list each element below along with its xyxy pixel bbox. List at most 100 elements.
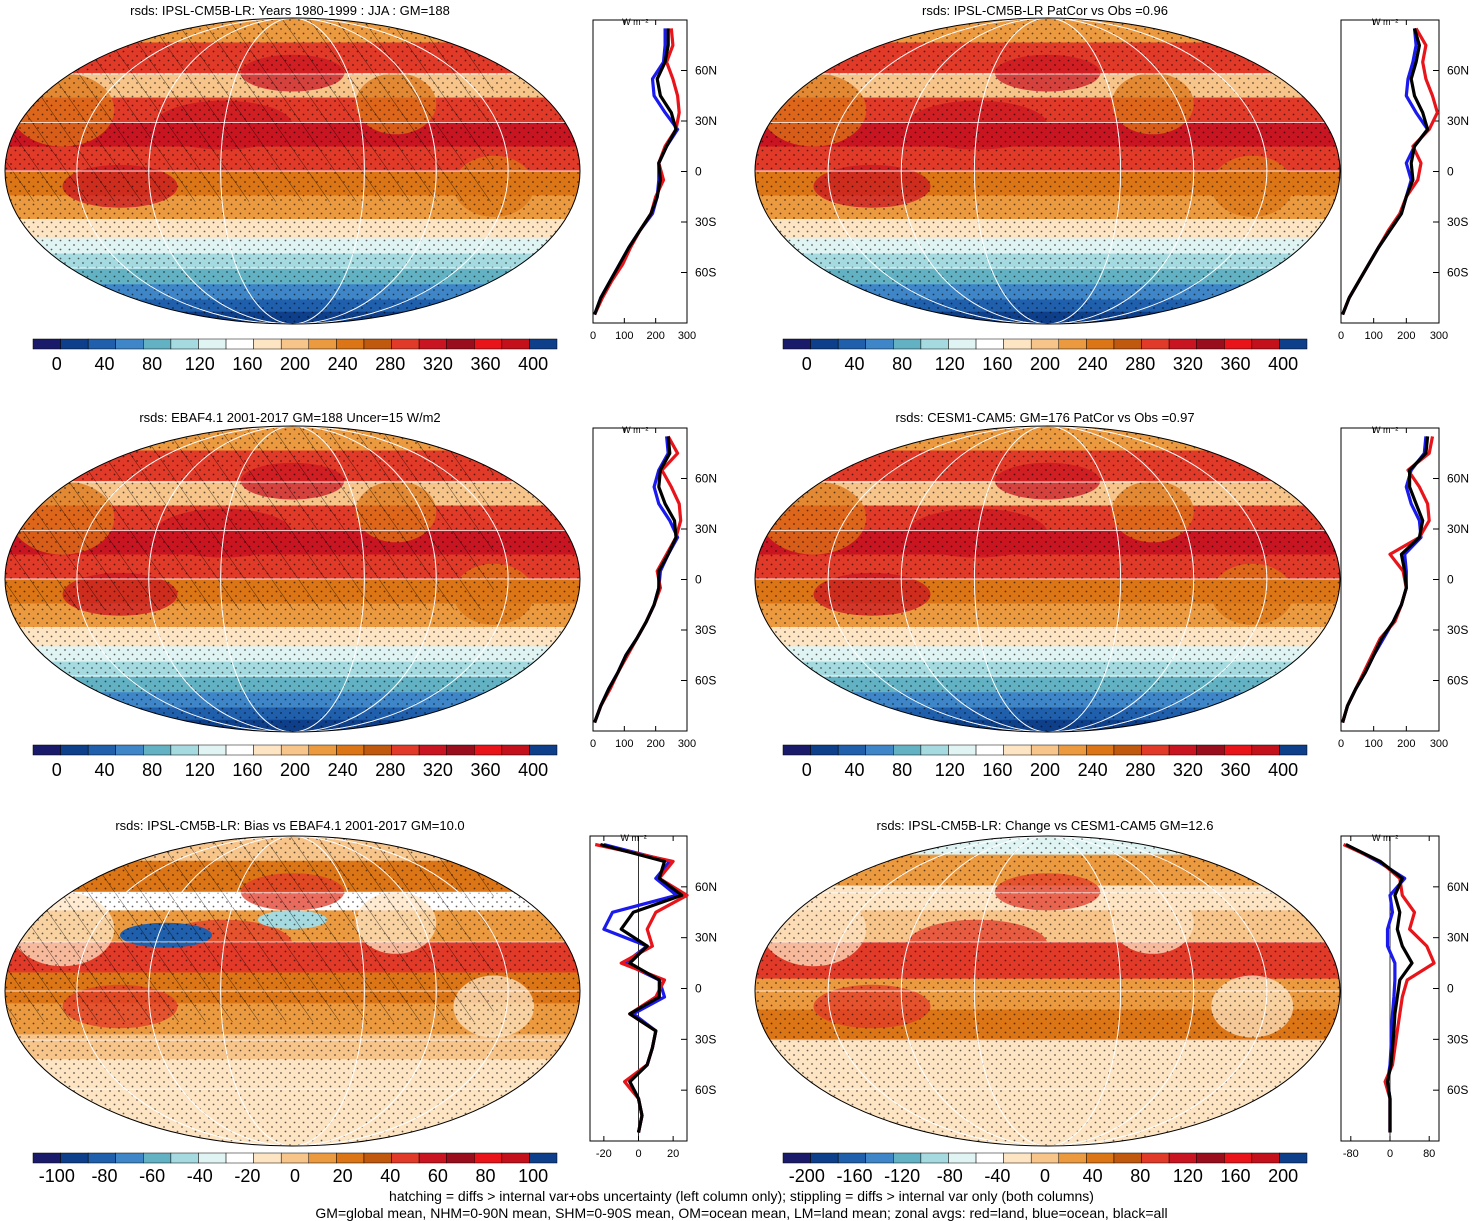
colorbar-swatch bbox=[1279, 1152, 1308, 1164]
colorbar-swatch bbox=[501, 1152, 530, 1164]
colorbar-tick-label: 120 bbox=[185, 760, 215, 780]
colorbar-tick-label: 360 bbox=[471, 354, 501, 374]
colorbar-tick-label: 0 bbox=[802, 760, 812, 780]
colorbar-tick-label: 320 bbox=[423, 760, 453, 780]
zonal-lat-label: 30N bbox=[695, 931, 717, 945]
colorbar-swatch bbox=[143, 744, 172, 756]
colorbar-tick-label: 120 bbox=[185, 354, 215, 374]
colorbar-tick-label: 80 bbox=[142, 354, 162, 374]
colorbar-swatch bbox=[865, 338, 894, 350]
zonal-unit-label: W m⁻² bbox=[622, 17, 648, 27]
colorbar-swatch bbox=[336, 1152, 365, 1164]
map-field bbox=[755, 836, 1340, 1146]
colorbar-swatch bbox=[336, 744, 365, 756]
colorbar-swatch bbox=[308, 1152, 337, 1164]
zonal-xtick-label: 0 bbox=[1338, 330, 1344, 342]
colorbar-tick-label: 0 bbox=[1040, 1166, 1050, 1186]
colorbar-swatch bbox=[1251, 338, 1280, 350]
graticule-lon bbox=[827, 426, 1268, 732]
colorbar-tick-label: 200 bbox=[1030, 760, 1060, 780]
panel-title: rsds: CESM1-CAM5: GM=176 PatCor vs Obs =… bbox=[895, 410, 1194, 425]
graticule-lon bbox=[220, 836, 365, 1146]
colorbar-swatch bbox=[1141, 1152, 1170, 1164]
colorbar-swatch bbox=[308, 338, 337, 350]
zonal-lat-label: 30N bbox=[1447, 931, 1469, 945]
colorbar-tick-label: 240 bbox=[1078, 354, 1108, 374]
colorbar-tick-label: 280 bbox=[375, 354, 405, 374]
colorbar-swatch bbox=[115, 338, 144, 350]
colorbar-swatch bbox=[363, 338, 392, 350]
colorbar-tick-label: 240 bbox=[328, 760, 358, 780]
zonal-lat-label: 30N bbox=[1447, 114, 1469, 128]
colorbar-swatch bbox=[810, 338, 839, 350]
panel-3: rsds: EBAF4.1 2001-2017 GM=188 Uncer=15 … bbox=[4, 410, 717, 780]
panel-1: rsds: IPSL-CM5B-LR: Years 1980-1999 : JJ… bbox=[4, 3, 717, 374]
colorbar-tick-label: 120 bbox=[1173, 1166, 1203, 1186]
colorbar-swatch bbox=[948, 338, 977, 350]
zonal-xtick-label: 100 bbox=[615, 738, 633, 750]
zonal-lat-label: 60N bbox=[695, 880, 717, 894]
colorbar-swatch bbox=[529, 338, 558, 350]
graticule-lon bbox=[148, 18, 437, 324]
zonal-lat-label: 60N bbox=[1447, 472, 1469, 486]
colorbar-swatch bbox=[170, 338, 199, 350]
colorbar-swatch bbox=[170, 744, 199, 756]
colorbar-tick-label: 80 bbox=[892, 760, 912, 780]
graticule-lon bbox=[827, 836, 1268, 1146]
panel-4: rsds: CESM1-CAM5: GM=176 PatCor vs Obs =… bbox=[754, 410, 1469, 780]
colorbar-tick-label: 80 bbox=[476, 1166, 496, 1186]
colorbar-swatch bbox=[1058, 744, 1087, 756]
colorbar-swatch bbox=[975, 744, 1004, 756]
zonal-lat-label: 60S bbox=[1447, 674, 1468, 688]
zonal-xtick-label: 100 bbox=[615, 330, 633, 342]
colorbar-swatch bbox=[32, 1152, 61, 1164]
colorbar: 0 40 80 120 160 200 240 280 320 360 400 bbox=[32, 744, 558, 780]
colorbar: -100 -80 -60 -40 -20 0 20 40 60 80 100 bbox=[32, 1152, 558, 1186]
colorbar: -200 -160 -120 -80 -40 0 40 80 120 160 200 bbox=[782, 1152, 1308, 1186]
colorbar-swatch bbox=[280, 744, 310, 756]
colorbar-swatch bbox=[837, 744, 866, 756]
colorbar-tick-label: -80 bbox=[937, 1166, 963, 1186]
zonal-xtick-label: -80 bbox=[1343, 1148, 1359, 1160]
colorbar-swatch bbox=[1168, 744, 1197, 756]
zonal-mean-plot: W m⁻² 0 100 200 300 60N 30N 0 30S 60S bbox=[1338, 17, 1469, 342]
colorbar-tick-label: 240 bbox=[328, 354, 358, 374]
zonal-lat-label: 60N bbox=[1447, 880, 1469, 894]
panel-6: rsds: IPSL-CM5B-LR: Change vs CESM1-CAM5… bbox=[754, 818, 1469, 1186]
zonal-lat-label: 30S bbox=[1447, 1032, 1468, 1046]
colorbar-tick-label: -100 bbox=[39, 1166, 75, 1186]
zonal-xtick-label: 300 bbox=[1430, 738, 1448, 750]
colorbar-swatch bbox=[391, 1152, 420, 1164]
colorbar-swatch bbox=[1030, 1152, 1060, 1164]
zonal-xtick-label: -20 bbox=[596, 1148, 612, 1160]
colorbar-swatch bbox=[87, 1152, 116, 1164]
map-field bbox=[755, 18, 1340, 324]
colorbar-tick-label: 240 bbox=[1078, 760, 1108, 780]
colorbar-swatch bbox=[893, 744, 922, 756]
colorbar-swatch bbox=[810, 744, 839, 756]
colorbar-swatch bbox=[837, 338, 866, 350]
zonal-xtick-label: 300 bbox=[678, 738, 696, 750]
colorbar-tick-label: 40 bbox=[94, 760, 114, 780]
colorbar-swatch bbox=[143, 338, 172, 350]
zonal-frame bbox=[592, 427, 688, 732]
colorbar-swatch bbox=[865, 1152, 894, 1164]
colorbar-swatch bbox=[336, 338, 365, 350]
colorbar-swatch bbox=[253, 338, 282, 350]
colorbar-swatch bbox=[418, 338, 447, 350]
colorbar-swatch bbox=[446, 1152, 475, 1164]
map-border bbox=[754, 17, 1341, 325]
colorbar-swatch bbox=[225, 1152, 254, 1164]
graticule-lon bbox=[900, 18, 1195, 324]
colorbar-swatch bbox=[1058, 1152, 1087, 1164]
colorbar-tick-label: 100 bbox=[518, 1166, 548, 1186]
zonal-lat-label: 0 bbox=[1447, 982, 1454, 996]
colorbar-swatch bbox=[87, 338, 116, 350]
colorbar-swatch bbox=[782, 338, 811, 350]
colorbar-swatch bbox=[225, 744, 254, 756]
zonal-lat-label: 60N bbox=[1447, 64, 1469, 78]
colorbar-swatch bbox=[474, 338, 503, 350]
footer-line-2: GM=global mean, NHM=0-90N mean, SHM=0-90… bbox=[315, 1205, 1168, 1221]
colorbar-tick-label: 200 bbox=[280, 760, 310, 780]
